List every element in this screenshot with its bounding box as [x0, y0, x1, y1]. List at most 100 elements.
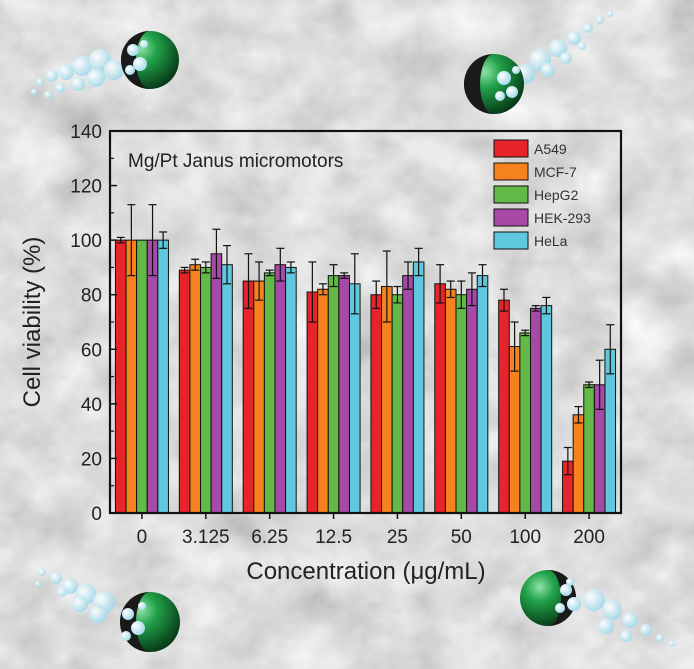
legend-item-hek-293: HEK-293 — [493, 208, 591, 227]
error-bar-hek-293-50 — [467, 272, 476, 307]
legend-swatch — [493, 208, 529, 227]
bar-mcf-7-6.25 — [253, 280, 265, 514]
x-tick-label: 50 — [451, 527, 472, 548]
bar-hela-12.5 — [348, 283, 361, 514]
error-bar-hek-293-200 — [595, 359, 604, 410]
error-bar-hek-293-12.5 — [340, 272, 349, 279]
error-bar-a549-200 — [563, 446, 572, 476]
y-tick-label: 0 — [91, 504, 102, 525]
micromotor-icon — [520, 570, 675, 647]
error-bar-hek-293-3.125 — [212, 228, 221, 279]
error-bar-hepg2-50 — [457, 280, 466, 309]
micromotor-icon — [35, 568, 180, 652]
error-bar-mcf-7-100 — [510, 321, 519, 372]
error-bar-mcf-7-25 — [382, 250, 391, 323]
error-bar-hek-293-100 — [531, 305, 540, 312]
error-bar-mcf-7-12.5 — [318, 283, 327, 296]
legend: A549 MCF-7 HepG2 HEK-293 HeLa — [493, 139, 591, 250]
legend-swatch — [493, 162, 529, 181]
bar-mcf-7-0 — [125, 239, 138, 514]
bar-a549-3.125 — [178, 269, 191, 514]
error-bar-mcf-7-6.25 — [255, 261, 264, 301]
y-axis-title: Cell viability (%) — [19, 237, 46, 408]
y-tick-label: 120 — [70, 177, 102, 198]
bar-mcf-7-200 — [572, 414, 585, 514]
x-tick-label: 6.25 — [251, 527, 288, 548]
x-tick-label: 12.5 — [315, 527, 352, 548]
legend-label: HepG2 — [534, 187, 579, 203]
y-tick-label: 20 — [81, 449, 102, 470]
error-bar-hela-6.25 — [286, 261, 295, 274]
error-bar-a549-100 — [499, 288, 508, 312]
error-bar-hepg2-100 — [521, 329, 530, 337]
bar-hepg2-25 — [391, 294, 404, 514]
error-bar-a549-6.25 — [244, 253, 253, 309]
bar-hepg2-50 — [455, 294, 468, 514]
legend-item-hela: HeLa — [493, 231, 568, 250]
y-axis: 0 20 40 60 80 100 120 140 — [70, 122, 117, 525]
error-bar-a549-50 — [436, 264, 445, 304]
error-bar-hela-12.5 — [350, 253, 359, 315]
bar-hek-293-0 — [146, 239, 159, 514]
legend-swatch — [493, 139, 529, 158]
x-tick-label: 200 — [573, 527, 605, 548]
error-bar-mcf-7-3.125 — [191, 258, 200, 271]
bar-hek-293-50 — [466, 288, 478, 514]
bar-mcf-7-50 — [444, 288, 457, 514]
error-bar-a549-0 — [116, 236, 125, 244]
error-bar-hepg2-3.125 — [201, 261, 210, 274]
error-bar-hela-50 — [478, 264, 487, 288]
bar-hek-293-3.125 — [210, 253, 223, 514]
bar-hela-25 — [412, 261, 425, 514]
micromotor-icon — [31, 31, 179, 99]
x-axis-title: Concentration (μg/mL) — [246, 558, 485, 585]
error-bar-a549-25 — [372, 280, 381, 309]
error-bar-hepg2-25 — [393, 285, 402, 304]
bar-hepg2-200 — [583, 384, 595, 514]
bar-a549-12.5 — [306, 291, 319, 514]
error-bar-hela-25 — [414, 247, 423, 277]
bar-mcf-7-12.5 — [317, 288, 329, 514]
error-bar-hepg2-6.25 — [265, 269, 274, 277]
legend-item-a549: A549 — [493, 139, 567, 158]
bar-hela-6.25 — [285, 266, 297, 514]
bar-hepg2-12.5 — [327, 275, 340, 514]
bar-a549-25 — [370, 294, 383, 514]
y-tick-label: 80 — [81, 286, 102, 307]
bar-hepg2-0 — [136, 239, 148, 514]
error-bar-hepg2-200 — [585, 381, 594, 389]
bar-a549-6.25 — [242, 280, 255, 514]
bar-hek-293-25 — [402, 275, 414, 514]
x-tick-label: 3.125 — [182, 527, 230, 548]
legend-swatch — [493, 185, 529, 204]
bar-a549-100 — [498, 299, 510, 514]
x-tick-label: 0 — [137, 527, 148, 548]
bar-hepg2-3.125 — [200, 266, 212, 514]
error-bar-hek-293-6.25 — [276, 247, 285, 282]
y-tick-label: 100 — [70, 231, 102, 252]
bar-hela-0 — [157, 239, 169, 514]
legend-label: MCF-7 — [534, 164, 577, 180]
error-bar-hela-100 — [542, 296, 551, 315]
bar-a549-0 — [114, 239, 127, 514]
y-tick-label: 60 — [81, 340, 102, 361]
error-bar-mcf-7-0 — [127, 204, 136, 277]
error-bar-hek-293-0 — [148, 204, 157, 277]
error-bar-mcf-7-200 — [574, 405, 583, 424]
y-tick-label: 40 — [81, 395, 102, 416]
x-tick-label: 100 — [509, 527, 541, 548]
micromotor-icon — [464, 11, 613, 114]
legend-label: HEK-293 — [534, 210, 591, 226]
error-bar-a549-12.5 — [308, 261, 317, 323]
legend-label: HeLa — [534, 233, 568, 249]
error-bar-hela-200 — [606, 324, 615, 375]
error-bar-a549-3.125 — [180, 266, 189, 274]
bar-hela-3.125 — [221, 264, 233, 514]
bar-hepg2-6.25 — [263, 272, 276, 514]
error-bar-hepg2-12.5 — [329, 264, 338, 288]
bar-hek-293-100 — [529, 307, 542, 514]
bar-a549-50 — [434, 283, 446, 514]
error-bar-mcf-7-50 — [446, 280, 455, 299]
chart-title: Mg/Pt Janus micromotors — [128, 151, 343, 172]
